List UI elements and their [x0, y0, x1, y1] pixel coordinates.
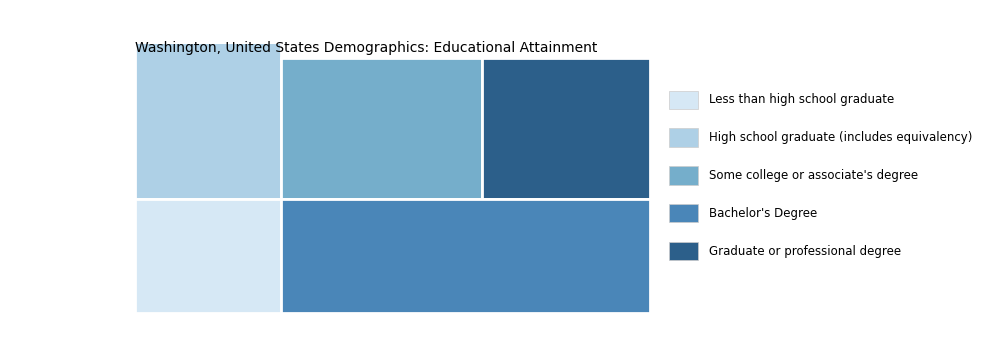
Text: Graduate or professional degree: Graduate or professional degree	[708, 245, 900, 258]
FancyBboxPatch shape	[282, 199, 650, 313]
FancyBboxPatch shape	[135, 199, 282, 313]
FancyBboxPatch shape	[669, 242, 698, 260]
FancyBboxPatch shape	[282, 58, 483, 199]
Text: High school graduate (includes equivalency): High school graduate (includes equivalen…	[708, 131, 972, 144]
Text: Less than high school graduate: Less than high school graduate	[708, 93, 893, 106]
Text: Washington, United States Demographics: Educational Attainment: Washington, United States Demographics: …	[135, 41, 597, 55]
FancyBboxPatch shape	[135, 28, 282, 199]
Text: Some college or associate's degree: Some college or associate's degree	[708, 169, 918, 182]
FancyBboxPatch shape	[669, 204, 698, 222]
FancyBboxPatch shape	[669, 166, 698, 185]
FancyBboxPatch shape	[669, 91, 698, 109]
FancyBboxPatch shape	[483, 58, 650, 199]
FancyBboxPatch shape	[669, 128, 698, 147]
Text: Bachelor's Degree: Bachelor's Degree	[708, 207, 817, 220]
